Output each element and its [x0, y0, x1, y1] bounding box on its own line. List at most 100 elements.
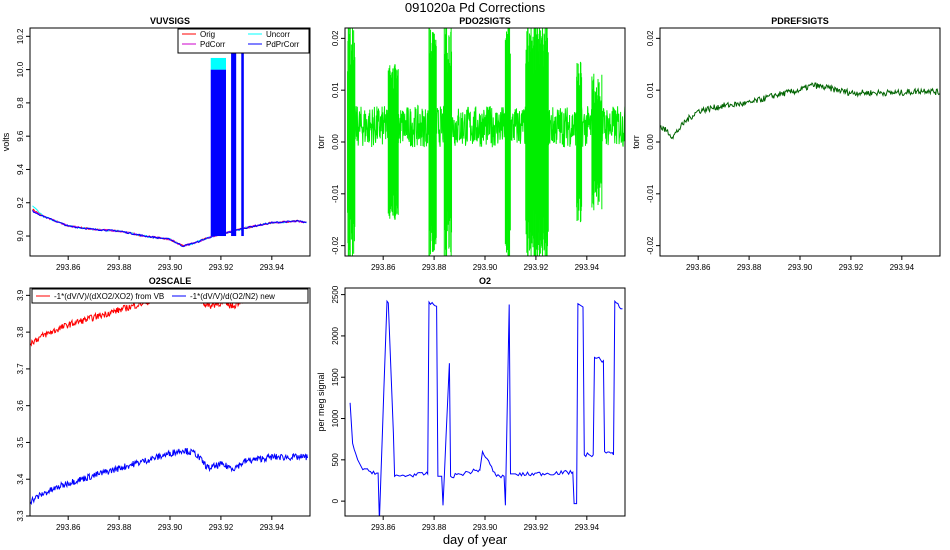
panel-o2: O2 293.86 293.88 293.90 293.92 293.94 0 500 1000… — [316, 276, 626, 532]
y-tick-label: 3.9 — [16, 289, 25, 301]
plot-area — [349, 299, 623, 516]
spike-1 — [210, 69, 226, 237]
y-tick-label: 1000 — [331, 409, 340, 427]
y-tick-label: 0.02 — [646, 30, 655, 46]
y-tick-label: 3.4 — [16, 473, 25, 485]
x-tick-label: 293.88 — [422, 263, 447, 272]
spike-top-3 — [241, 16, 244, 28]
y-tick-label: 9.6 — [16, 130, 25, 142]
y-tick-label: -0.02 — [646, 236, 655, 255]
y-tick-label: 0.00 — [646, 134, 655, 150]
x-tick-label: 293.86 — [371, 263, 396, 272]
y-tick-label: -0.01 — [331, 184, 340, 203]
series-line-1 — [349, 299, 623, 516]
spike-top-2 — [231, 16, 236, 28]
legend-box — [177, 28, 310, 54]
panel-title: O2 — [479, 276, 491, 286]
x-tick-label: 293.94 — [260, 523, 285, 532]
panel-title: PDREFSIGTS — [771, 16, 829, 26]
legend: Orig Uncorr PdCorr PdPrCorr — [177, 28, 310, 54]
y-tick-label: 3.8 — [16, 326, 25, 338]
spike-top-1 — [210, 57, 226, 70]
legend-label: -1*(dV/V)/(dXO2/XO2) from VB — [54, 292, 164, 301]
series-line-2 — [30, 447, 308, 506]
x-tick-label: 293.86 — [371, 523, 396, 532]
x-tick-label: 293.92 — [524, 263, 549, 272]
panel-pdo2sigts: PDO2SIGTS 293.86 293.88 293.90 293.92 293.94 -… — [316, 16, 626, 272]
figure-xlabel: day of year — [443, 532, 508, 547]
x-tick-label: 293.86 — [56, 263, 81, 272]
panel-vuvsigs: VUVSIGS 293.86 293.88 293.90 293.92 293.94 9.0… — [1, 16, 311, 272]
y-tick-label: 2500 — [331, 285, 340, 303]
legend-label: PdPrCorr — [266, 40, 300, 49]
x-tick-label: 293.92 — [209, 523, 234, 532]
y-tick-label: 10.0 — [16, 61, 25, 77]
y-axis-label: torr — [316, 135, 326, 149]
plot-area — [660, 82, 940, 140]
x-tick-label: 293.90 — [473, 263, 498, 272]
x-tick-label: 293.94 — [890, 263, 915, 272]
x-tick-label: 293.90 — [788, 263, 813, 272]
y-tick-label: 0.01 — [331, 82, 340, 98]
panel-title: PDO2SIGTS — [459, 16, 511, 26]
x-tick-label: 293.90 — [158, 523, 183, 532]
y-tick-label: 0.02 — [331, 30, 340, 46]
panel-pdrefsigts: PDREFSIGTS 293.86 293.88 293.90 293.92 293.94… — [631, 16, 941, 272]
x-tick-label: 293.94 — [575, 263, 600, 272]
x-tick-label: 293.92 — [524, 523, 549, 532]
x-tick-label: 293.88 — [737, 263, 762, 272]
y-tick-label: 3.6 — [16, 400, 25, 412]
y-axis-label: volts — [1, 132, 11, 151]
plot-frame — [659, 27, 941, 257]
y-tick-label: 9.4 — [16, 163, 25, 175]
y-tick-label: 500 — [331, 453, 340, 467]
series-line-3 — [32, 210, 307, 248]
legend-label: -1*(dV/V)/d(O2/N2) new — [190, 292, 275, 301]
plot-area — [30, 288, 308, 506]
x-tick-label: 293.90 — [473, 523, 498, 532]
x-tick-label: 293.92 — [839, 263, 864, 272]
x-tick-label: 293.94 — [260, 263, 285, 272]
x-tick-label: 293.92 — [209, 263, 234, 272]
series-line-1 — [660, 82, 940, 140]
x-tick-label: 293.90 — [158, 263, 183, 272]
legend-label: Orig — [200, 30, 215, 39]
legend: -1*(dV/V)/(dXO2/XO2) from VB -1*(dV/V)/d(… — [31, 288, 309, 304]
panel-title: O2SCALE — [149, 276, 192, 286]
x-tick-label: 293.88 — [422, 523, 447, 532]
series-line-4 — [32, 210, 307, 247]
y-tick-label: 3.3 — [16, 510, 25, 522]
x-tick-label: 293.94 — [575, 523, 600, 532]
panel-o2scale: O2SCALE 293.86 293.88 293.90 293.92 293.94 3.3… — [16, 276, 311, 532]
plot-area — [347, 28, 625, 256]
x-tick-label: 293.88 — [107, 523, 132, 532]
y-tick-label: 0.00 — [331, 134, 340, 150]
panel-title: VUVSIGS — [150, 16, 190, 26]
y-tick-label: -0.01 — [646, 184, 655, 203]
y-tick-label: 10.2 — [16, 28, 25, 44]
figure-title: 091020a Pd Corrections — [405, 0, 546, 15]
legend-label: Uncorr — [266, 30, 290, 39]
y-tick-label: 3.5 — [16, 436, 25, 448]
y-axis-label: torr — [631, 135, 641, 149]
y-tick-label: 0 — [331, 498, 340, 503]
panels: VUVSIGS 293.86 293.88 293.90 293.92 293.94 9.0… — [1, 16, 941, 532]
y-axis-label: per meg signal — [316, 372, 326, 431]
y-tick-label: 9.2 — [16, 197, 25, 209]
plot-area — [32, 16, 307, 248]
x-tick-label: 293.86 — [56, 523, 81, 532]
plot-frame — [29, 27, 311, 257]
y-tick-label: 1500 — [331, 368, 340, 386]
x-tick-label: 293.88 — [107, 263, 132, 272]
spike-2 — [231, 28, 237, 237]
y-tick-label: 3.7 — [16, 363, 25, 375]
x-tick-label: 293.86 — [686, 263, 711, 272]
legend-box — [31, 288, 309, 304]
legend-label: PdCorr — [200, 40, 226, 49]
y-tick-label: 0.01 — [646, 82, 655, 98]
spike-3 — [241, 28, 244, 237]
y-tick-label: 9.8 — [16, 97, 25, 109]
y-tick-label: 2000 — [331, 326, 340, 344]
y-tick-label: -0.02 — [331, 236, 340, 255]
